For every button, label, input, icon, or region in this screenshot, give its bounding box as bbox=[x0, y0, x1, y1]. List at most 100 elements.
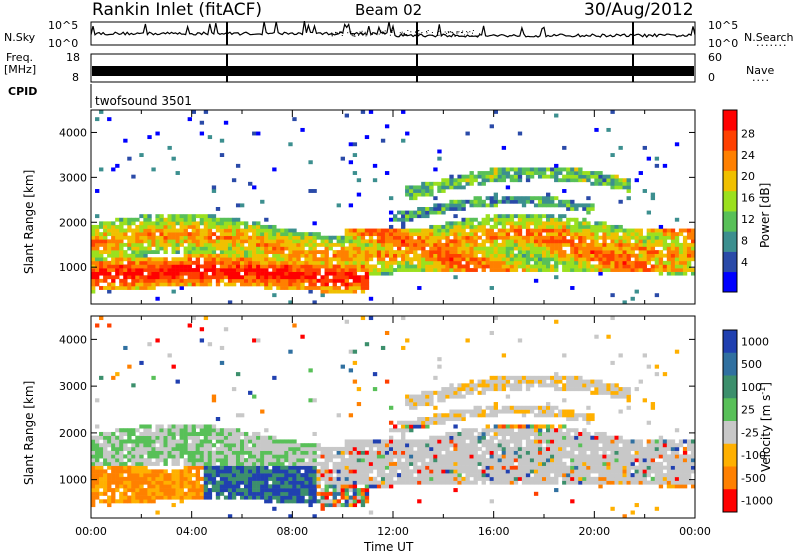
power-cell bbox=[626, 235, 631, 240]
power-cell bbox=[296, 275, 301, 280]
power-cell bbox=[654, 257, 660, 262]
velocity-cell bbox=[429, 480, 434, 485]
power-cell bbox=[541, 235, 547, 240]
power-cell bbox=[151, 268, 156, 272]
velocity-cell bbox=[525, 431, 531, 436]
velocity-cell bbox=[171, 435, 176, 440]
velocity-cell bbox=[207, 431, 213, 436]
nsearch-tick-bottom: 10^0 bbox=[708, 37, 739, 50]
velocity-cell bbox=[135, 428, 140, 433]
velocity-cell bbox=[215, 431, 221, 436]
power-cell bbox=[175, 214, 180, 219]
velocity-cell bbox=[546, 458, 551, 463]
velocity-cell bbox=[437, 417, 442, 422]
velocity-cell bbox=[356, 469, 362, 474]
velocity-cell bbox=[131, 454, 136, 459]
velocity-cell bbox=[501, 387, 507, 392]
power-cell bbox=[119, 268, 124, 272]
power-cell bbox=[590, 171, 595, 175]
velocity-cell bbox=[517, 469, 523, 474]
nsearch-dot bbox=[476, 35, 478, 37]
velocity-cell bbox=[393, 454, 398, 459]
power-cell bbox=[127, 235, 132, 240]
power-cell bbox=[489, 224, 494, 229]
power-cell bbox=[231, 178, 237, 183]
velocity-cell bbox=[219, 454, 225, 459]
power-cell bbox=[485, 257, 490, 262]
power-cell bbox=[107, 117, 112, 122]
velocity-cell bbox=[179, 473, 184, 478]
velocity-cell bbox=[380, 443, 386, 448]
power-cell bbox=[227, 253, 233, 258]
power-cell bbox=[666, 232, 672, 237]
power-cell bbox=[167, 264, 172, 269]
velocity-cell bbox=[521, 476, 527, 481]
power-cell bbox=[457, 199, 462, 204]
power-cell bbox=[686, 264, 692, 269]
velocity-cell bbox=[264, 461, 269, 466]
power-cell bbox=[425, 253, 430, 258]
power-cell bbox=[264, 228, 269, 233]
velocity-cell bbox=[115, 443, 120, 448]
power-cell bbox=[252, 246, 257, 251]
velocity-cell bbox=[461, 409, 466, 414]
power-cell bbox=[489, 242, 494, 247]
power-cell bbox=[388, 268, 394, 272]
power-cell bbox=[558, 257, 563, 262]
power-cell bbox=[421, 228, 426, 233]
power-cell bbox=[614, 174, 619, 179]
velocity-cell bbox=[332, 454, 337, 459]
velocity-cell bbox=[199, 439, 205, 444]
power-cell bbox=[405, 257, 410, 262]
velocity-cell bbox=[529, 443, 535, 448]
velocity-cell bbox=[227, 480, 233, 485]
power-cell bbox=[590, 268, 595, 272]
power-cell bbox=[666, 271, 672, 276]
velocity-cell bbox=[393, 446, 398, 451]
power-cell bbox=[513, 221, 519, 226]
velocity-cell bbox=[183, 476, 188, 481]
power-cell bbox=[622, 250, 627, 254]
power-cell bbox=[372, 232, 378, 237]
power-cell bbox=[690, 268, 696, 272]
velocity-cell bbox=[348, 499, 354, 504]
power-cell bbox=[453, 232, 458, 237]
velocity-cell bbox=[223, 435, 229, 440]
velocity-cell bbox=[481, 413, 486, 418]
power-cell bbox=[590, 235, 595, 240]
power-cell bbox=[554, 221, 559, 226]
velocity-cell bbox=[272, 480, 277, 485]
power-cell bbox=[554, 268, 559, 272]
power-cell bbox=[288, 142, 293, 147]
power-cell bbox=[614, 178, 619, 183]
power-cell bbox=[642, 260, 647, 265]
power-cell bbox=[111, 228, 116, 233]
power-cell bbox=[308, 264, 313, 269]
power-cell bbox=[115, 253, 120, 258]
power-cell bbox=[264, 217, 269, 222]
velocity-cell bbox=[300, 446, 305, 451]
power-cell bbox=[489, 174, 494, 179]
velocity-cell bbox=[127, 431, 132, 436]
velocity-cell bbox=[308, 469, 313, 474]
power-cell bbox=[179, 224, 184, 229]
power-cell bbox=[558, 217, 563, 222]
velocity-cell bbox=[183, 431, 188, 436]
velocity-cell bbox=[284, 450, 289, 455]
velocity-cell bbox=[344, 495, 350, 500]
velocity-cell bbox=[227, 431, 233, 436]
power-cell bbox=[686, 268, 692, 272]
power-cell bbox=[678, 268, 684, 272]
velocity-cell bbox=[332, 499, 337, 504]
velocity-cell bbox=[340, 503, 345, 508]
power-cell bbox=[316, 232, 321, 237]
velocity-cell bbox=[356, 443, 362, 448]
velocity-cell bbox=[493, 443, 498, 448]
velocity-cell bbox=[239, 413, 245, 418]
velocity-cell bbox=[541, 383, 547, 388]
power-cell bbox=[533, 214, 539, 219]
power-cell bbox=[473, 217, 478, 222]
velocity-cell bbox=[103, 469, 108, 474]
power-cell bbox=[469, 224, 474, 229]
power-cell bbox=[207, 246, 213, 251]
